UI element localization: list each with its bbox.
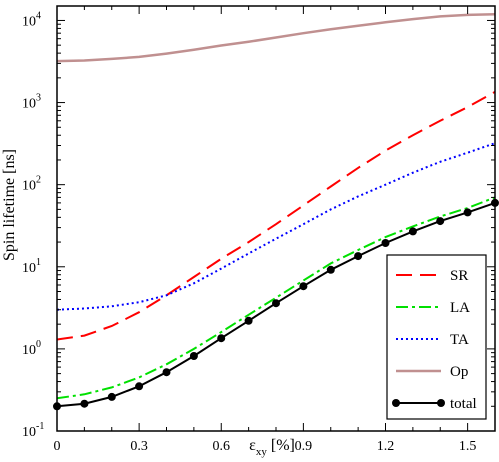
legend-box — [386, 254, 487, 420]
series-point-total — [217, 334, 226, 343]
series-point-total — [299, 282, 308, 291]
series-line-la — [56, 196, 496, 400]
series-point-total — [436, 217, 445, 226]
series-point-total — [135, 382, 144, 391]
y-tick-label: 104 — [22, 10, 41, 29]
legend-label-sr: SR — [450, 268, 468, 284]
y-tick-exponent: 0 — [36, 339, 41, 350]
legend-label-op: Op — [450, 364, 468, 380]
legend-label-la: LA — [450, 300, 470, 316]
y-tick-label: 10-1 — [22, 421, 44, 440]
series-line-op — [56, 13, 496, 63]
x-axis-label-sub: xy — [256, 446, 268, 458]
series-point-total — [408, 227, 417, 236]
x-axis-label-main: ε — [249, 437, 256, 454]
series-point-total — [381, 239, 390, 247]
y-tick-label: 102 — [22, 175, 41, 194]
y-tick-label: 101 — [22, 257, 41, 276]
series-point-total — [162, 368, 171, 377]
legend-marker — [392, 399, 400, 407]
y-tick-exponent: 1 — [36, 257, 41, 268]
legend-label-ta: TA — [450, 332, 469, 348]
y-tick-label: 100 — [22, 339, 41, 358]
legend: SR LA TA Op total — [386, 254, 487, 420]
y-tick-exponent: 4 — [36, 10, 41, 21]
y-tick-exponent: 2 — [36, 175, 41, 186]
x-axis-label-unit: [%] — [267, 437, 295, 454]
series-line-sr — [56, 91, 496, 341]
series-point-total — [244, 316, 253, 325]
y-tick-label: 103 — [22, 93, 41, 112]
series-point-total — [354, 252, 363, 261]
y-tick-exponent: 3 — [36, 93, 41, 104]
legend-label-total: total — [450, 396, 477, 412]
plot-lines — [53, 13, 499, 411]
x-tick-label: 0 — [54, 439, 61, 454]
y-axis-label: Spin lifetime [ns] — [1, 149, 18, 261]
x-tick-label: 0.9 — [295, 439, 313, 454]
series-point-total — [463, 208, 472, 217]
x-axis-label: εxy [%] — [249, 437, 295, 458]
x-tick-label: 1.2 — [377, 439, 395, 454]
x-tick-label: 1.5 — [459, 439, 477, 454]
series-point-total — [107, 392, 116, 401]
series-line-ta — [56, 142, 496, 311]
series-point-total — [80, 399, 89, 408]
legend-marker — [437, 399, 445, 407]
series-point-total — [189, 352, 198, 360]
x-tick-label: 0.6 — [213, 439, 231, 454]
y-tick-exponent: -1 — [36, 421, 44, 432]
series-point-total — [326, 265, 335, 274]
series-point-total — [272, 299, 280, 308]
x-tick-label: 0.3 — [130, 439, 148, 454]
